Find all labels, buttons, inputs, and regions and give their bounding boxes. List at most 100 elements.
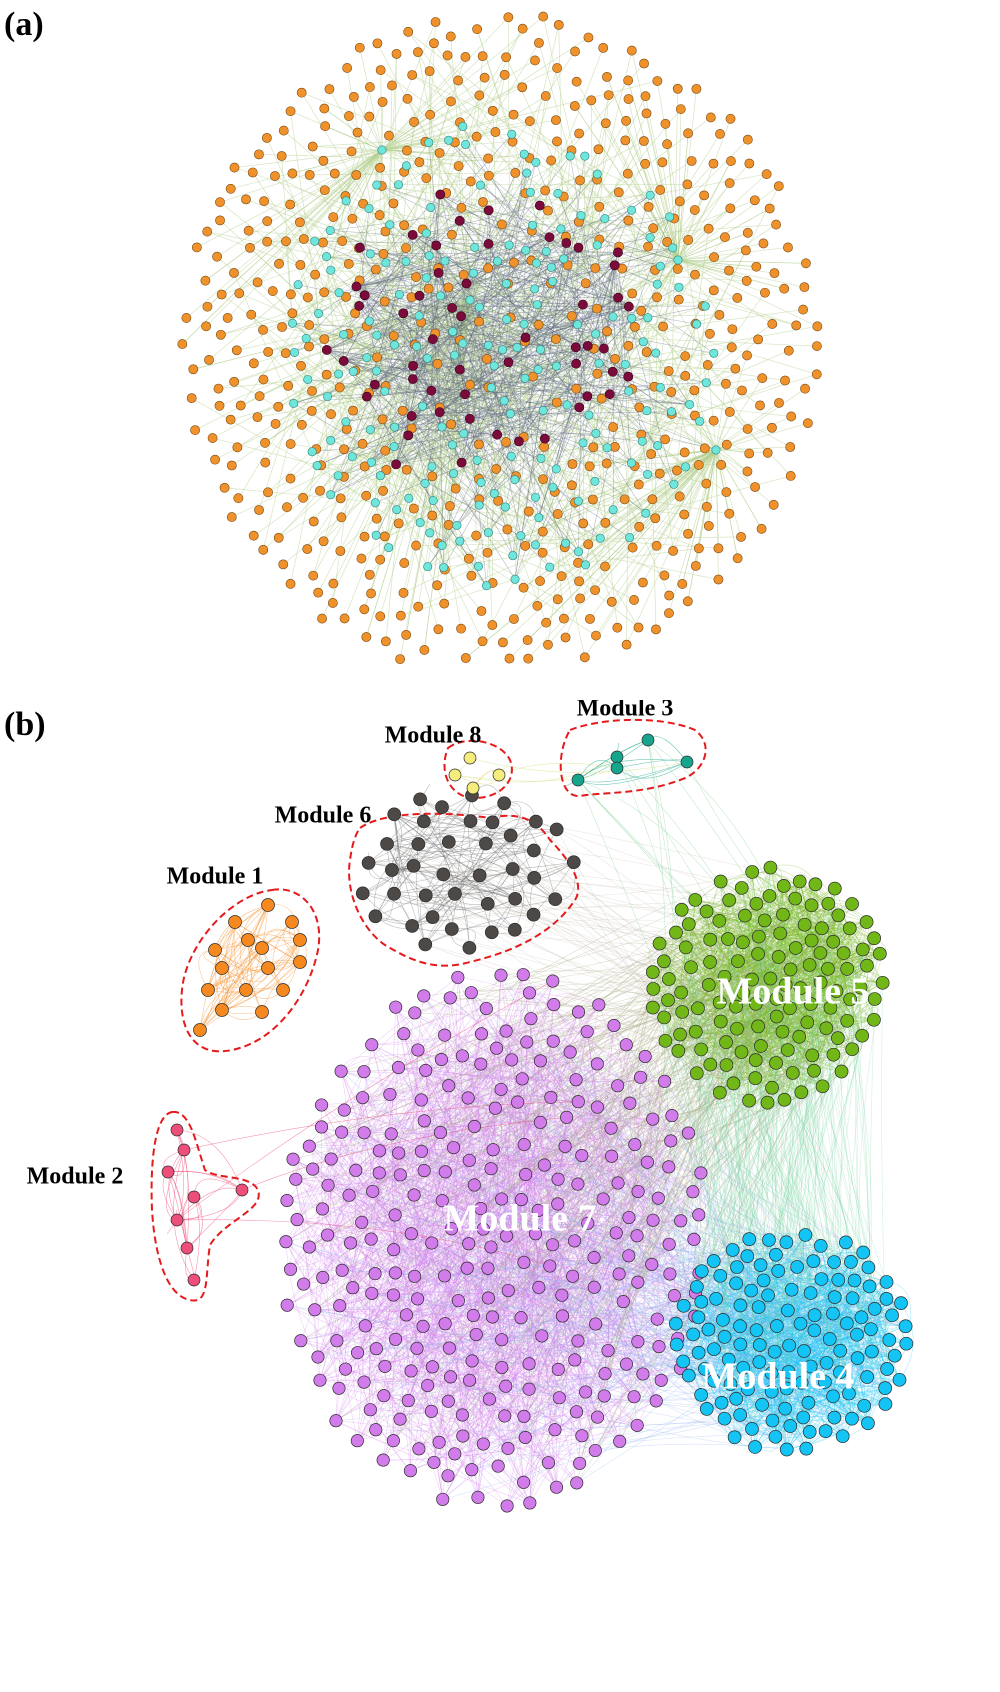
module-edge [395,1132,689,1274]
network-a-node [767,319,778,329]
module-edge [445,1169,526,1175]
network-a-edge [205,149,383,327]
module-edge [720,876,812,906]
network-a-node [514,436,524,447]
network-a-node [433,624,444,635]
module-edge [801,968,829,1093]
module-edge [398,1152,434,1367]
module-edge [681,909,699,1009]
network-a-edge [715,449,719,549]
network-a-node [215,329,226,340]
network-a-edge [285,299,471,354]
network-a-edge [433,43,644,342]
module-edge [557,1077,641,1180]
network-a-node [307,386,317,396]
network-a-node [798,304,809,315]
module-edge [438,1373,606,1443]
module-edge [483,1223,589,1445]
network-a-edge [617,216,670,253]
network-a-edge [330,230,579,248]
network-a-edge [598,363,606,523]
module-edge [393,1199,522,1441]
module-edge [667,903,853,1001]
network-a-node [411,272,421,282]
network-a-node [799,282,810,293]
module-edge [317,1276,415,1358]
module-edge [473,1315,575,1361]
network-a-node [737,385,747,396]
network-a-node [530,55,540,66]
module-edge [376,1333,477,1349]
network-a-node [559,254,569,264]
module-edge [335,1420,530,1504]
network-a-node [460,389,470,400]
module-edge [447,1315,695,1477]
network-a-edge [469,400,505,420]
network-a-node [538,406,548,416]
module-edge [758,982,821,1027]
module-edge [572,1276,620,1442]
module-edge [525,1174,576,1360]
network-a-node [590,263,601,274]
module-edge [357,1097,367,1441]
module-edge [285,1059,512,1242]
network-a-node [693,543,704,554]
network-a-edge [356,153,525,176]
module-edge [431,1244,670,1412]
network-a-edge [440,236,726,297]
network-a-edge [381,121,461,151]
network-a-node [474,90,485,101]
network-a-edge [513,341,644,620]
module-edge [348,1195,412,1372]
network-a-node [599,343,609,354]
network-a-node [393,518,404,529]
module-edge [756,903,875,939]
module-edge [457,977,525,1263]
module-edge [462,1262,525,1416]
module-edge [751,979,875,1001]
network-a-node [414,311,424,321]
network-a-node [440,256,450,266]
module-edge [474,1044,627,1127]
network-a-edge [532,224,586,284]
module-edge [488,1297,620,1442]
module-edge [398,1152,598,1418]
network-a-edge [677,259,757,268]
module-edge [558,1272,700,1370]
module-edge [350,980,554,1244]
module-edge [295,1155,612,1180]
module-edge [552,1244,662,1381]
network-a-edge [670,391,717,451]
network-a-node [433,267,444,278]
module-edge [706,911,848,970]
module-edge [383,1395,472,1470]
network-a-node [334,369,344,379]
network-a-node [333,471,343,481]
network-a-node [679,509,690,520]
module-edge [475,974,524,1335]
network-a-node [461,139,471,149]
network-a-edge [480,184,550,238]
network-a-node [384,130,394,141]
network-a-edge [466,194,651,284]
module-edge [681,905,812,1013]
network-a-node [613,247,623,258]
module-edge [680,1172,702,1369]
network-a-node [328,212,339,222]
network-a-node [667,407,677,417]
network-a-edge [427,323,773,567]
network-a-node [258,544,269,555]
network-a-node [535,576,545,586]
network-a-nodes [177,11,823,665]
network-a-node [304,169,315,180]
network-a-edge [431,304,584,391]
network-a-edge [619,246,679,261]
module-edge [345,1089,502,1370]
module-edge [453,1040,554,1148]
module-edge [433,1268,489,1463]
network-a-node [429,38,439,49]
network-a-edge [309,288,535,326]
network-a-edge [395,464,536,546]
network-a-node [651,540,662,551]
network-a-node [285,106,296,117]
